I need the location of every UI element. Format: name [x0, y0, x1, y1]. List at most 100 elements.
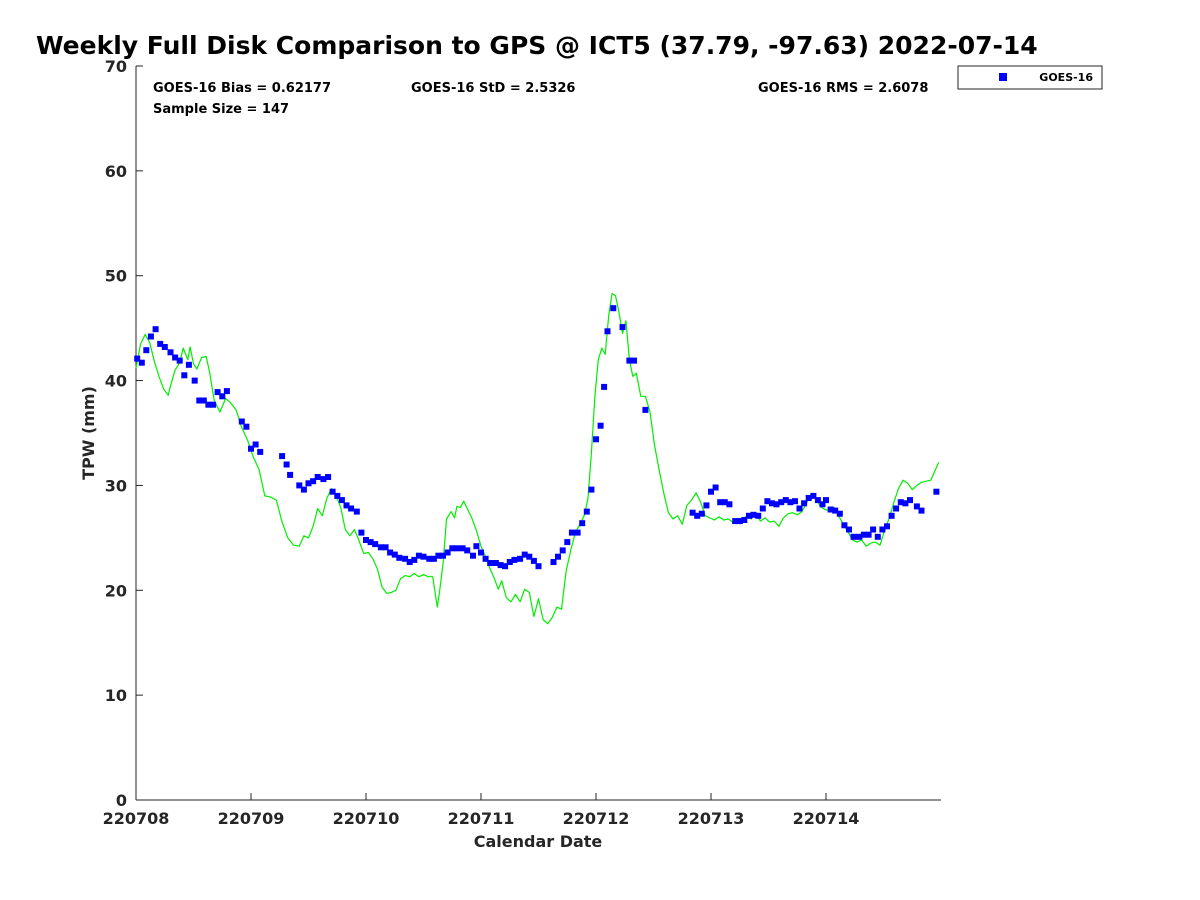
y-tick-label: 10	[105, 686, 127, 705]
goes-16-point	[526, 553, 533, 560]
goes-16-point	[377, 544, 384, 551]
x-axis-label: Calendar Date	[474, 832, 603, 851]
goes-16-point	[511, 556, 518, 563]
goes-16-point	[819, 501, 826, 508]
goes-16-point	[238, 418, 245, 425]
goes-16-point	[185, 361, 192, 368]
goes-16-point	[884, 523, 890, 530]
goes-16-point	[470, 552, 476, 559]
goes-16-point	[320, 476, 327, 483]
y-tick-label: 50	[105, 267, 127, 286]
chart-title: Weekly Full Disk Comparison to GPS @ ICT…	[36, 31, 1038, 60]
goes-16-point	[933, 488, 940, 495]
goes-16-point	[391, 551, 398, 558]
y-tick-label: 0	[116, 791, 127, 810]
goes-16-point	[850, 533, 857, 540]
goes-16-point	[459, 545, 466, 552]
goes-16-point	[530, 557, 537, 564]
goes-16-point	[506, 559, 513, 565]
goes-16-point	[248, 445, 254, 452]
goes-16-point	[348, 505, 355, 512]
legend: GOES-16	[957, 65, 1103, 90]
goes-16-point	[764, 498, 771, 505]
goes-16-point	[402, 555, 409, 562]
goes-16-point	[593, 436, 599, 443]
y-tick-label: 30	[105, 476, 127, 495]
goes-16-point	[827, 506, 834, 513]
goes-16-point	[918, 507, 925, 514]
goes-16-point	[482, 555, 489, 562]
x-tick-label: 220709	[218, 809, 285, 828]
goes-16-point	[367, 539, 374, 546]
goes-16-point	[329, 488, 336, 495]
goes-16-point	[601, 383, 608, 390]
goes-16-point	[449, 545, 456, 552]
goes-16-point	[712, 484, 719, 491]
std-stat: GOES-16 StD = 2.5326	[411, 81, 575, 96]
goes-16-point	[440, 552, 446, 559]
goes-16-point	[372, 541, 379, 548]
goes-16-point	[296, 482, 303, 489]
sample-size-stat: Sample Size = 147	[153, 102, 289, 117]
goes-16-point	[157, 340, 164, 347]
goes-16-point	[210, 401, 217, 408]
goes-16-point	[181, 372, 188, 379]
goes-16-point	[773, 501, 780, 508]
goes-16-point	[870, 526, 877, 533]
goes-16-point	[147, 333, 154, 340]
goes-16-point	[257, 448, 264, 455]
plot-area	[136, 66, 941, 800]
y-tick-label: 70	[105, 57, 127, 76]
goes-16-point	[778, 499, 785, 506]
goes-16-point	[792, 498, 798, 505]
goes-16-point	[810, 492, 817, 499]
goes-16-point	[823, 497, 829, 504]
goes-16-point	[172, 354, 179, 361]
goes-16-point	[708, 488, 714, 495]
goes-16-point	[796, 505, 803, 512]
goes-16-point	[517, 555, 524, 562]
goes-16-point	[732, 518, 739, 525]
goes-16-point	[703, 502, 710, 509]
goes-16-point	[535, 563, 542, 570]
legend-box	[957, 65, 1103, 90]
goes-16-point	[721, 499, 728, 506]
goes-16-point	[588, 486, 595, 493]
y-axis-label: TPW (mm)	[79, 386, 98, 480]
goes-16-point	[555, 553, 561, 560]
goes-16-point	[492, 560, 499, 566]
y-tick-label: 60	[105, 162, 127, 181]
goes-16-point	[191, 377, 198, 384]
goes-16-point	[305, 480, 312, 487]
goes-16-point	[579, 520, 586, 527]
goes-16-point	[642, 406, 649, 413]
goes-16-point	[913, 503, 920, 510]
goes-16-point	[478, 549, 484, 556]
legend-label-goes-16: GOES-16	[1039, 71, 1093, 84]
goes-16-point	[874, 533, 881, 540]
goes-16-point	[736, 518, 743, 525]
goes-16-point	[363, 537, 369, 543]
goes-16-point	[610, 305, 617, 312]
goes-16-point	[604, 328, 611, 335]
goes-16-point	[626, 357, 633, 364]
goes-16-point	[426, 555, 433, 562]
goes-16-point	[902, 500, 909, 507]
goes-16-point	[161, 344, 168, 350]
goes-16-point	[550, 559, 557, 565]
goes-16-point	[343, 502, 350, 509]
goes-16-point	[746, 512, 752, 519]
legend-marker-goes-16	[999, 73, 1007, 81]
goes-16-point	[396, 554, 403, 561]
goes-16-point	[300, 486, 307, 493]
x-ticks: 220708 220709 220710 220711 220712 220713 2207…	[103, 793, 859, 828]
goes-16-point	[453, 545, 460, 552]
goes-16-point	[769, 500, 775, 507]
goes-16-point	[879, 526, 886, 533]
goes-16-point	[279, 453, 286, 460]
goes-16-point	[143, 347, 150, 354]
goes-16-point	[502, 563, 509, 570]
goes-16-point	[314, 474, 321, 480]
goes-16-point	[167, 349, 174, 356]
